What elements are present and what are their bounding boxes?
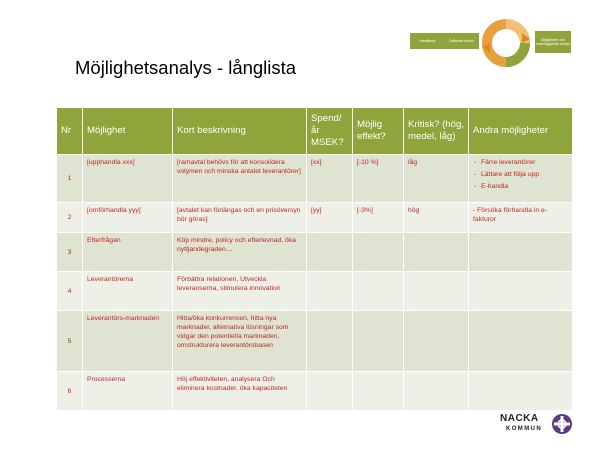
cell-kritisk [403, 232, 469, 272]
cycle-arrow-1 [522, 33, 530, 43]
process-right-box: Möjligheter och underliggande analys [535, 31, 571, 53]
header-spend: Spend/ år MSEK? [306, 107, 353, 155]
cell-kritisk [403, 271, 469, 311]
cell-spend [306, 271, 353, 311]
page-title: Möjlighetsanalys - långlista [75, 57, 297, 78]
cell-andra: Färre leverantörer Lättare att följa upp… [468, 154, 573, 203]
cell-mojlighet: Efterfrågan [82, 232, 173, 272]
cell-spend [306, 371, 353, 411]
process-right-box-label: Möjligheter och underliggande analys [535, 37, 571, 46]
cycle-arrow-2 [482, 43, 490, 53]
cell-mojlighet: [upphandla xxx] [82, 154, 173, 203]
cell-nr: 2 [56, 202, 83, 233]
cell-mojlighet: Processerna [82, 371, 173, 411]
cell-kritisk [403, 371, 469, 411]
header-kritisk: Kritisk? (hög, medel, låg) [403, 107, 469, 155]
cell-effekt: [-3%] [352, 202, 404, 233]
table-header-row: Nr Möjlighet Kort beskrivning Spend/ år … [56, 107, 573, 155]
logo-sub: KOMMUN [506, 426, 543, 432]
cell-mojlighet: [omförhandla yyy] [82, 202, 173, 233]
cell-andra [468, 371, 573, 411]
cell-effekt [352, 232, 404, 272]
table-row: 2 [omförhandla yyy] [avtalet kan förläng… [56, 202, 573, 233]
andra-list: Färre leverantörer Lättare att följa upp… [473, 158, 568, 191]
header-beskrivning: Kort beskrivning [172, 107, 307, 155]
opportunity-table: Nr Möjlighet Kort beskrivning Spend/ år … [56, 107, 573, 411]
cell-nr: 1 [56, 154, 83, 203]
cell-mojlighet: Leverantörs-marknaden [82, 310, 173, 372]
cell-andra: - Försöka förhandla in e-fakturor [468, 202, 573, 233]
header-effekt: Möjlig effekt? [352, 107, 404, 155]
table-row: 1 [upphandla xxx] [ramavtal behövs för a… [56, 154, 573, 203]
cell-beskrivning: [ramavtal behövs för att konsolidera vol… [172, 154, 307, 203]
cell-beskrivning: Förbättra relationen, Utveckla leveranse… [172, 271, 307, 311]
header-andra: Andra möjligheter [468, 107, 573, 155]
process-step-1-label: Identifiera [419, 38, 436, 43]
cell-spend [306, 310, 353, 372]
cell-nr: 3 [56, 232, 83, 272]
cell-effekt: [-10 %] [352, 154, 404, 203]
cell-beskrivning: Höj effektiviteten, analysera Och elimin… [172, 371, 307, 411]
table-row: 5 Leverantörs-marknaden Hitta/öka konkur… [56, 310, 573, 372]
cell-spend: [yy] [306, 202, 353, 233]
cell-nr: 4 [56, 271, 83, 311]
cell-kritisk [403, 310, 469, 372]
cell-effekt [352, 310, 404, 372]
list-item: Färre leverantörer [473, 158, 568, 167]
cell-andra [468, 310, 573, 372]
cell-andra [468, 232, 573, 272]
cell-andra [468, 271, 573, 311]
cell-kritisk: hög [403, 202, 469, 233]
cell-effekt [352, 371, 404, 411]
cell-spend [306, 232, 353, 272]
cell-beskrivning: Hitta/öka konkurrensen, hitta nya markna… [172, 310, 307, 372]
list-item: E-handla [473, 182, 568, 191]
header-nr: Nr [56, 107, 83, 155]
process-step-2-label: Definiera behov [448, 38, 475, 43]
list-item: Lättare att följa upp [473, 170, 568, 179]
process-step-1: Identifiera [410, 33, 445, 49]
table-row: 3 Efterfrågan Köp mindre, policy och eft… [56, 232, 573, 272]
nacka-logo-icon [552, 414, 572, 434]
cell-kritisk: låg [403, 154, 469, 203]
table-row: 4 Leverantörerna Förbättra relationen, U… [56, 271, 573, 311]
process-step-2: Definiera behov [444, 33, 479, 49]
cell-effekt [352, 271, 404, 311]
cell-nr: 5 [56, 310, 83, 372]
logo-name: NACKA [500, 413, 539, 424]
table-row: 6 Processerna Höj effektiviteten, analys… [56, 371, 573, 411]
cell-nr: 6 [56, 371, 83, 411]
header-mojlighet: Möjlighet [82, 107, 173, 155]
cell-beskrivning: [avtalet kan förlängas och en prisöversy… [172, 202, 307, 233]
cycle-segment-b [505, 42, 530, 67]
cycle-diagram [482, 19, 530, 67]
cell-mojlighet: Leverantörerna [82, 271, 173, 311]
cell-beskrivning: Köp mindre, policy och efterlevnad, öka … [172, 232, 307, 272]
cell-spend: [xx] [306, 154, 353, 203]
